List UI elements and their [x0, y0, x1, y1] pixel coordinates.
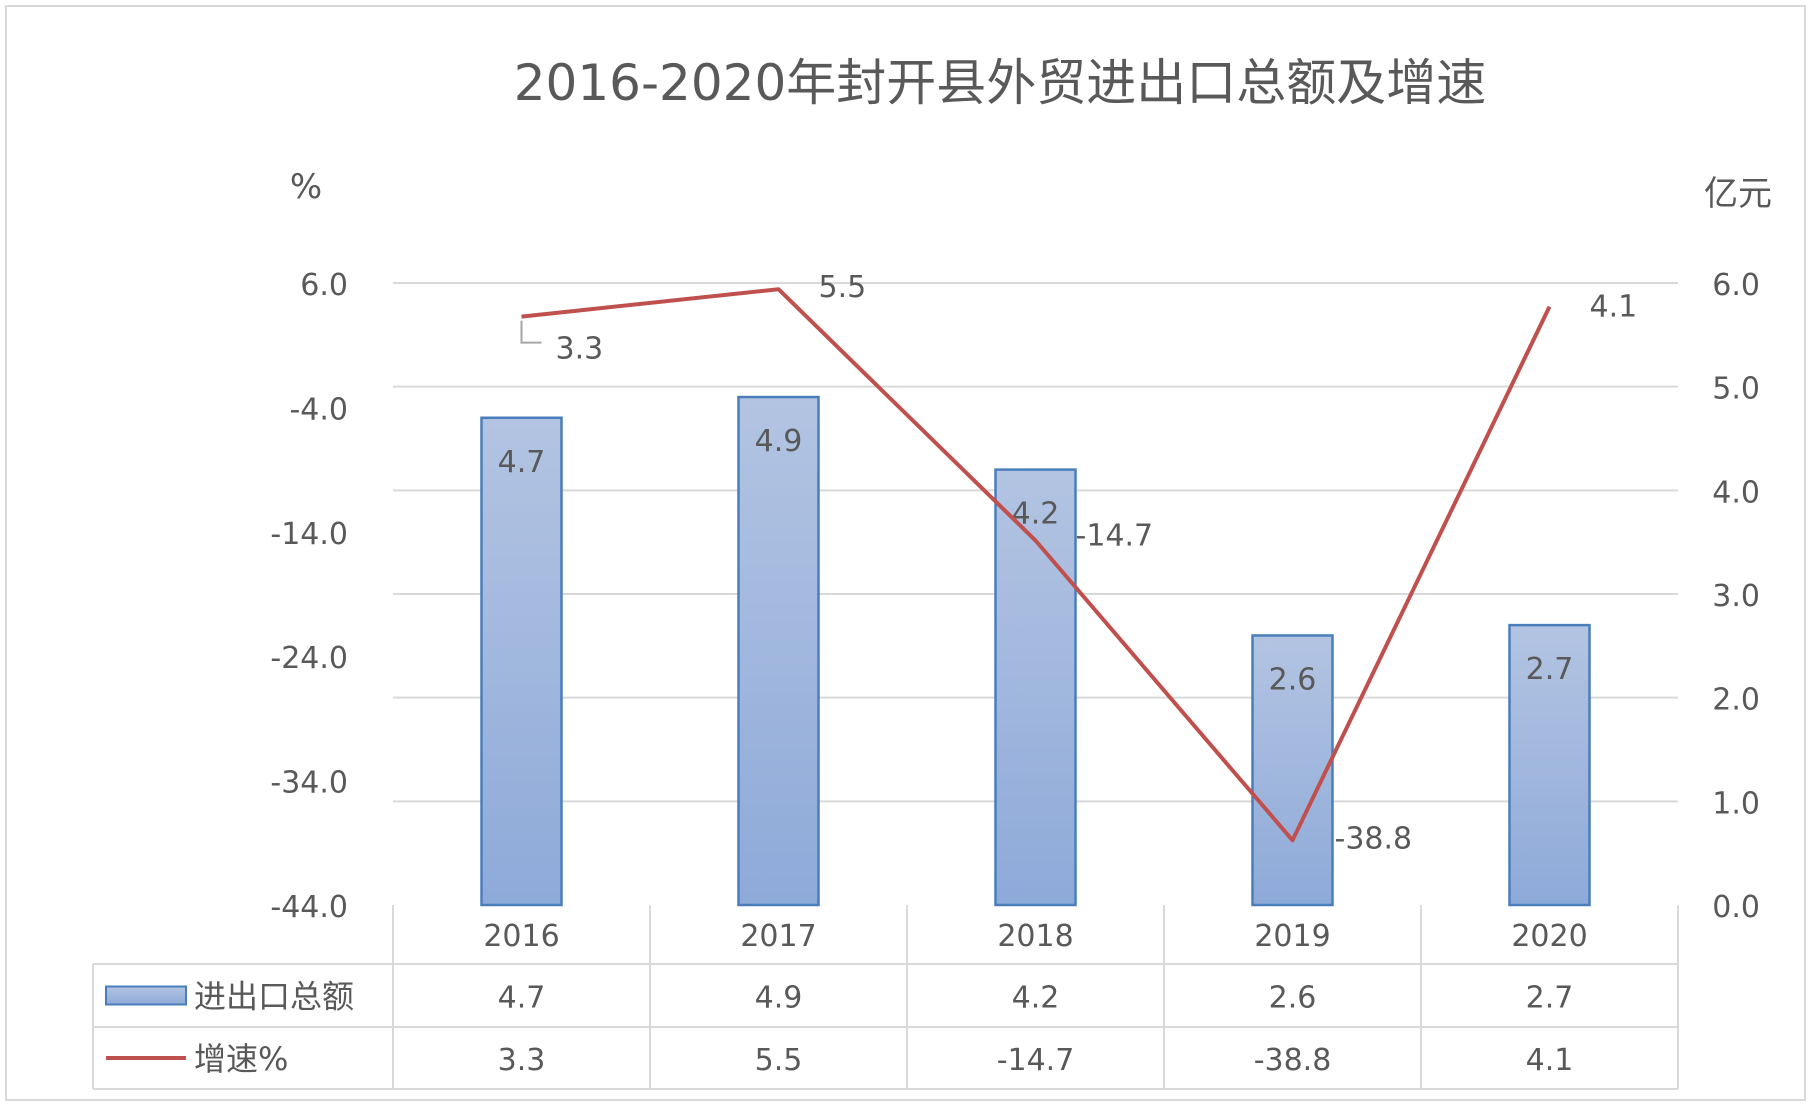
right-tick-label: 0.0 [1712, 890, 1760, 925]
bar-series: 4.74.94.22.6 2.7 [480, 395, 1591, 907]
table-cell-line: -14.7 [997, 1043, 1075, 1078]
right-tick-label: 3.0 [1712, 579, 1760, 614]
left-tick-label: -24.0 [270, 641, 348, 676]
bar-data-label: 2.6 [1269, 662, 1317, 697]
table-cell-line: 3.3 [498, 1043, 546, 1078]
category-label: 2016 [483, 919, 559, 954]
right-tick-label: 5.0 [1712, 372, 1760, 407]
right-tick-label: 1.0 [1712, 786, 1760, 821]
leader-line [520, 320, 542, 344]
legend-swatch-bar [105, 985, 187, 1006]
left-tick-label: -34.0 [270, 766, 348, 801]
line-data-label: -38.8 [1335, 821, 1413, 856]
left-axis: 6.0 -4.0 -14.0 -24.0 -34.0 -44.0 [270, 268, 348, 925]
table-cell-line: 5.5 [755, 1043, 803, 1078]
bar [1508, 623, 1591, 907]
right-axis-unit: 亿元 [1704, 174, 1772, 214]
left-tick-label: -44.0 [270, 890, 348, 925]
bar [480, 416, 563, 907]
growth-line [521, 287, 1552, 843]
table-cell-bar: 2.6 [1269, 981, 1317, 1016]
right-tick-label: 2.0 [1712, 683, 1760, 718]
line-data-label: 3.3 [556, 332, 604, 367]
table-cell-bar: 4.9 [755, 981, 803, 1016]
right-tick-label: 6.0 [1712, 268, 1760, 303]
left-tick-label: 6.0 [300, 268, 348, 303]
chart-border [5, 5, 1806, 1101]
left-tick-label: -4.0 [289, 392, 348, 427]
bar-data-label: 2.7 [1526, 652, 1574, 687]
bar-data-label: 4.7 [498, 445, 546, 480]
line-data-label: 4.1 [1590, 290, 1638, 325]
data-table: 2016 2017 2018 2019 2020 进出口总额 4.7 4.9 4.2 2.6 2.7… [92, 905, 1679, 1090]
category-label: 2020 [1511, 919, 1587, 954]
category-label: 2017 [740, 919, 816, 954]
legend-label-bar: 进出口总额 [194, 978, 354, 1016]
right-tick-label: 4.0 [1712, 475, 1760, 510]
bar [1251, 634, 1334, 907]
left-tick-label: -14.0 [270, 517, 348, 552]
left-axis-unit: % [290, 167, 322, 207]
table-cell-line: -38.8 [1254, 1043, 1332, 1078]
table-cell-bar: 2.7 [1526, 981, 1574, 1016]
category-label: 2018 [997, 919, 1073, 954]
right-axis: 6.0 5.0 4.0 3.0 2.0 1.0 0.0 [1712, 268, 1760, 925]
bar [994, 468, 1077, 907]
table-cell-bar: 4.2 [1012, 981, 1060, 1016]
line-series: 3.3 5.5 -14.7 -38.8 4.1 [520, 270, 1638, 856]
category-label: 2019 [1254, 919, 1330, 954]
chart-title: 2016-2020年封开县外贸进出口总额及增速 [514, 54, 1487, 112]
table-cell-bar: 4.7 [498, 981, 546, 1016]
legend-label-line: 增速% [194, 1040, 288, 1078]
bar-data-label: 4.9 [755, 424, 803, 459]
table-cell-line: 4.1 [1526, 1043, 1574, 1078]
line-data-label: 5.5 [819, 270, 867, 305]
bar [737, 395, 820, 907]
line-data-label: -14.7 [1076, 519, 1154, 554]
